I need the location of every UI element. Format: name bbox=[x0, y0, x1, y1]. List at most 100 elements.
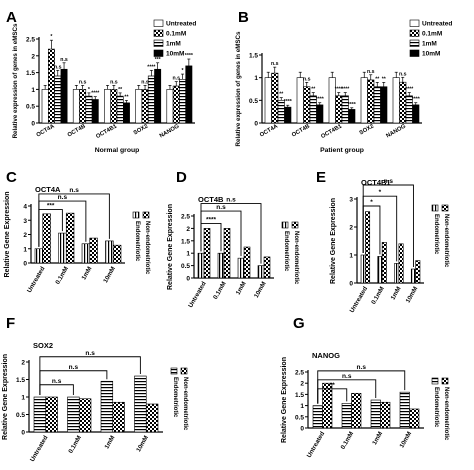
x-tick-label: OCT4B1 bbox=[320, 123, 343, 140]
significance-label: **** bbox=[316, 97, 325, 103]
panel-d: D 0 0.5 1 1.5 2 2.5 Relative Gene Expression OCT… bbox=[167, 169, 299, 309]
bar-sox2-10mm bbox=[154, 68, 162, 124]
y-tick-label: 2 bbox=[300, 381, 304, 388]
bar-oct4b-1mm bbox=[85, 95, 93, 124]
y-tick-label: 3 bbox=[23, 218, 27, 225]
bracket-label: n.s bbox=[69, 187, 79, 194]
x-tick-label: 10mM bbox=[253, 281, 268, 300]
significance-label: ** bbox=[311, 87, 316, 93]
x-tick-label: 10mM bbox=[398, 431, 413, 450]
bar-1mm-non-endometriotic bbox=[243, 246, 251, 279]
legend-swatch bbox=[431, 204, 439, 212]
significance-label: ** bbox=[382, 76, 387, 82]
bar-1mm-non-endometriotic bbox=[380, 401, 391, 429]
bar-10mm-endometriotic bbox=[134, 375, 147, 433]
y-axis-label: Relative Gene Expression bbox=[167, 204, 174, 290]
bracket-label: n.s bbox=[85, 350, 95, 357]
bar-10mm-endometriotic bbox=[257, 265, 265, 279]
bar-10mm-non-endometriotic bbox=[263, 256, 271, 279]
bracket-label: n.s bbox=[357, 364, 367, 371]
y-tick-label: 2.5 bbox=[26, 37, 35, 44]
x-tick-label: 10mM bbox=[102, 266, 117, 285]
x-tick-label: Untreated bbox=[29, 434, 50, 463]
significance-label: **** bbox=[341, 87, 350, 93]
x-tick-label: SOX2 bbox=[359, 124, 375, 137]
legend-swatch bbox=[153, 49, 164, 57]
x-tick-label: 1mM bbox=[80, 266, 93, 282]
bar-sox2-1mm bbox=[147, 75, 155, 124]
legend-entry: Untreated bbox=[422, 21, 452, 28]
y-tick-label: 0 bbox=[186, 276, 190, 283]
chart-title: OCT4B1 bbox=[361, 178, 391, 187]
bar-0-1mm-endometriotic bbox=[377, 256, 383, 284]
bar-nanog-1mm bbox=[179, 79, 186, 124]
significance-label: ** bbox=[279, 92, 284, 98]
bracket-label: *** bbox=[47, 203, 55, 210]
x-axis-label: Patient group bbox=[320, 147, 364, 154]
legend-swatch bbox=[132, 211, 140, 219]
bar-oct4b-untreated bbox=[296, 77, 304, 124]
legend-swatch bbox=[409, 39, 420, 47]
bar-10mm-non-endometriotic bbox=[145, 403, 159, 433]
bar-oct4a-0-1mm bbox=[47, 48, 55, 124]
y-tick-label: 0.5 bbox=[16, 412, 25, 419]
bar-oct4b-10mm bbox=[91, 99, 99, 124]
bracket-label: ** bbox=[330, 382, 336, 389]
y-tick-label: 0 bbox=[300, 426, 304, 433]
bracket-label: n.s bbox=[52, 378, 62, 385]
y-axis-label: Relative expression of genes in eMSCs bbox=[235, 31, 242, 146]
y-tick-label: 0 bbox=[349, 281, 353, 288]
bracket-label: * bbox=[379, 189, 382, 196]
comparison-bracket bbox=[39, 384, 74, 395]
legend-swatch bbox=[153, 39, 164, 47]
bracket-label: **** bbox=[206, 216, 217, 223]
y-tick-label: 3 bbox=[349, 197, 353, 204]
y-tick-label: 0 bbox=[23, 261, 27, 268]
bar-oct4a-1mm bbox=[54, 75, 62, 124]
panel-letter: G bbox=[293, 315, 305, 332]
x-axis-label: Normal group bbox=[95, 147, 140, 154]
x-tick-label: 0.1mM bbox=[340, 431, 356, 451]
y-tick-label: 1 bbox=[21, 395, 25, 402]
legend-entry: 0.1mM bbox=[422, 31, 442, 38]
x-tick-label: Untreated bbox=[187, 280, 208, 309]
legend-swatch bbox=[409, 19, 420, 27]
panel-letter: B bbox=[238, 9, 249, 26]
significance-label: n.s bbox=[54, 64, 62, 70]
significance-label: n.s bbox=[399, 71, 407, 77]
y-tick-label: 2.5 bbox=[181, 214, 190, 221]
bar-1mm-non-endometriotic bbox=[89, 237, 98, 264]
legend-swatch bbox=[180, 367, 188, 375]
significance-label: n.s bbox=[141, 79, 149, 85]
chart-title: OCT4B bbox=[198, 195, 224, 204]
y-tick-label: 1.5 bbox=[16, 377, 25, 384]
bar-untreated-endometriotic bbox=[360, 254, 366, 284]
bar-oct4a-0-1mm bbox=[271, 72, 279, 124]
chart-title: NANOG bbox=[312, 351, 340, 360]
x-tick-label: 1mM bbox=[235, 281, 248, 297]
bar-10mm-endometriotic bbox=[410, 268, 416, 284]
significance-label: **** bbox=[412, 97, 421, 103]
bracket-label: * bbox=[370, 199, 373, 206]
legend-entry: Non-endometriotic bbox=[182, 377, 188, 431]
x-tick-label: 0.1mM bbox=[54, 266, 70, 286]
x-tick-label: 0.1mM bbox=[370, 286, 386, 306]
y-tick-label: 0 bbox=[21, 430, 25, 437]
bar-untreated-non-endometriotic bbox=[45, 396, 58, 433]
bar-oct4a-10mm bbox=[284, 106, 292, 124]
comparison-bracket bbox=[317, 370, 406, 404]
comparison-bracket bbox=[38, 193, 110, 247]
bar-0-1mm-non-endometriotic bbox=[223, 228, 231, 279]
y-tick-label: 1 bbox=[300, 403, 304, 410]
legend-swatch bbox=[409, 29, 420, 37]
x-tick-label: 1mM bbox=[371, 431, 384, 447]
x-tick-label: SOX2 bbox=[133, 124, 149, 137]
y-tick-label: 2 bbox=[186, 226, 190, 233]
x-tick-label: 0.1mM bbox=[67, 435, 83, 455]
bracket-label: n.s bbox=[342, 373, 352, 380]
x-tick-label: 1mM bbox=[103, 435, 116, 451]
x-tick-label: Untreated bbox=[349, 285, 370, 314]
bar-sox2-0-1mm bbox=[367, 79, 375, 124]
y-tick-label: 0.5 bbox=[26, 104, 35, 111]
